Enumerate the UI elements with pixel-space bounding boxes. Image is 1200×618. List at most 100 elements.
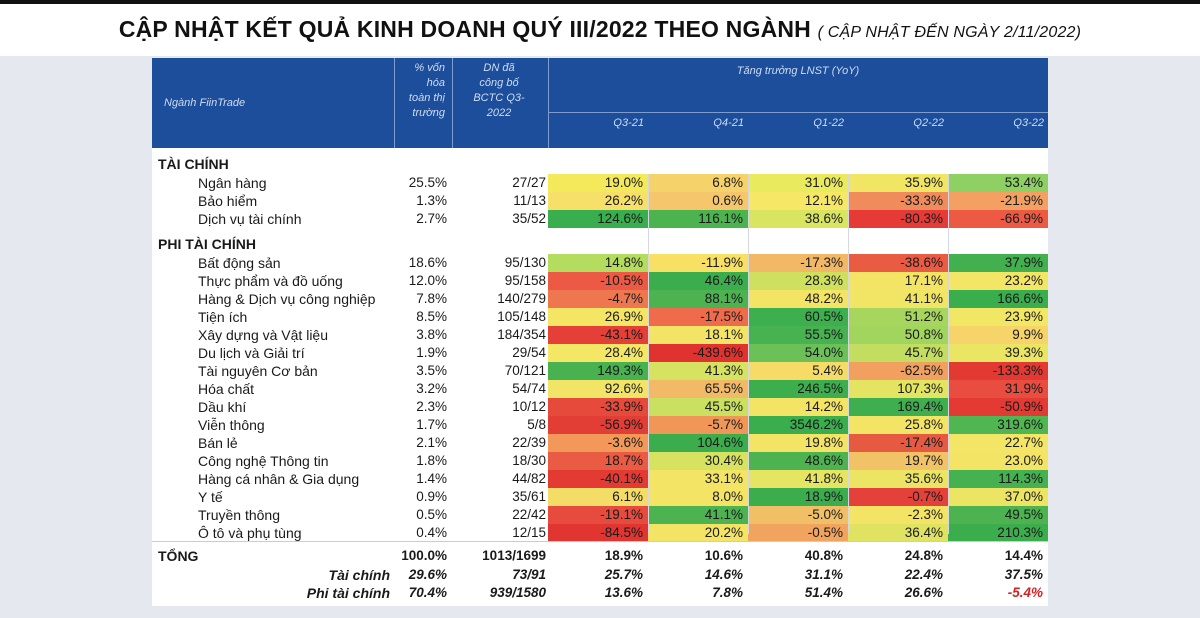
header-reported-line: BCTC Q3- [473,92,525,104]
market-cap-share: 2.1% [416,435,447,450]
growth-cell: -21.9% [948,192,1048,210]
column-divider [848,174,849,534]
reported-count: 35/61 [512,489,546,504]
sector-name: TỔNG [158,548,199,564]
growth-cell: 45.7% [848,344,948,362]
reported-count: 35/52 [512,211,546,226]
growth-cell: 210.3% [948,524,1048,542]
market-cap-share: 25.5% [408,175,447,190]
sector-name: Hóa chất [198,381,255,397]
market-cap-share: 12.0% [408,273,447,288]
growth-cell: -80.3% [848,210,948,228]
growth-cell: 24.8% [904,548,943,563]
sector-name: Phi tài chính [306,585,390,601]
reported-count: 54/74 [512,381,546,396]
growth-cell: 41.1% [848,290,948,308]
market-cap-share: 0.5% [416,507,447,522]
growth-cell: -62.5% [848,362,948,380]
reported-count: 11/13 [513,193,546,208]
table-row: Hàng cá nhân & Gia dụng 1.4% 44/82 -40.1% 33… [152,470,1048,488]
growth-cell: 51.2% [848,308,948,326]
growth-cell: 6.8% [648,174,748,192]
growth-cell: -33.3% [848,192,948,210]
growth-cell: -0.7% [848,488,948,506]
growth-cell: -5.0% [748,506,848,524]
growth-cell: -50.9% [948,398,1048,416]
growth-cell: 22.4% [904,567,943,582]
header-quarter: Q1-22 [813,117,844,129]
market-cap-share: 29.6% [408,567,447,582]
header-divider [452,58,453,148]
header-market-cap: % vốn hóa toàn thị trường [394,61,445,121]
growth-cell: 37.0% [948,488,1048,506]
header-divider [548,58,549,148]
market-cap-share: 3.8% [416,327,447,342]
market-cap-share: 1.7% [416,417,447,432]
growth-cell: 114.3% [948,470,1048,488]
growth-cell: 39.3% [948,344,1048,362]
table-row: Dầu khí 2.3% 10/12 -33.9% 45.5% 14.2% 169.4% -5… [152,398,1048,416]
growth-cell: -33.9% [548,398,648,416]
market-cap-share: 0.4% [416,525,447,540]
growth-cell: 19.7% [848,452,948,470]
growth-cell: 30.4% [648,452,748,470]
header-reported: DN đã công bố BCTC Q3- 2022 [452,61,546,121]
column-divider [948,174,949,534]
results-table: Ngành FiinTrade % vốn hóa toàn thị trườn… [152,58,1048,606]
growth-cell: 14.8% [548,254,648,272]
reported-count: 95/158 [504,273,546,288]
top-rule [0,0,1200,4]
sector-name: Y tế [198,489,223,505]
growth-cell: -43.1% [548,326,648,344]
sector-name: Ô tô và phụ tùng [198,525,302,541]
growth-cell: 0.6% [648,192,748,210]
market-cap-share: 7.8% [416,291,447,306]
growth-cell: -133.3% [948,362,1048,380]
growth-cell: 9.9% [948,326,1048,344]
growth-cell: 18.1% [648,326,748,344]
growth-cell: 7.8% [712,585,743,600]
growth-cell: -38.6% [848,254,948,272]
market-cap-share: 1.8% [416,453,447,468]
reported-count: 939/1580 [489,585,546,600]
growth-cell: 23.2% [948,272,1048,290]
sector-name: Bất động sản [198,255,281,271]
header-market-cap-line: trường [412,107,445,119]
reported-count: 22/42 [512,507,546,522]
growth-cell: 40.8% [804,548,843,563]
growth-cell: 17.1% [848,272,948,290]
reported-count: 18/30 [512,453,546,468]
table-row: Hàng & Dịch vụ công nghiệp 7.8% 140/279 -4.… [152,290,1048,308]
table-row: Thực phẩm và đồ uống 12.0% 95/158 -10.5% 46.… [152,272,1048,290]
growth-cell: 50.8% [848,326,948,344]
growth-cell: 31.9% [948,380,1048,398]
title-main: CẬP NHẬT KẾT QUẢ KINH DOANH QUÝ III/2022… [118,16,811,42]
table-row: Bất động sản 18.6% 95/130 14.8% -11.9% -17.3%… [152,254,1048,272]
sector-name: Bán lẻ [198,435,238,451]
table-row: Du lịch và Giải trí 1.9% 29/54 28.4% -439.6%… [152,344,1048,362]
growth-cell: 25.8% [848,416,948,434]
growth-cell: 14.4% [1004,548,1043,563]
table-row: Tài nguyên Cơ bản 3.5% 70/121 149.3% 41.3% 5.… [152,362,1048,380]
market-cap-share: 8.5% [416,309,447,324]
table-row: TỔNG 100.0% 1013/1699 18.9% 10.6% 40.8% 24.8% 1… [152,547,1048,565]
growth-cell: -17.3% [748,254,848,272]
growth-cell: 3546.2% [748,416,848,434]
header-reported-line: DN đã [483,62,515,74]
growth-cell: 26.2% [548,192,648,210]
reported-count: 44/82 [512,471,546,486]
growth-cell: 41.1% [648,506,748,524]
reported-count: 105/148 [497,309,546,324]
growth-cell: 88.1% [648,290,748,308]
growth-cell: -66.9% [948,210,1048,228]
growth-cell: 65.5% [648,380,748,398]
growth-cell: 5.4% [748,362,848,380]
growth-cell: 246.5% [748,380,848,398]
reported-count: 29/54 [512,345,546,360]
growth-cell: 13.6% [604,585,643,600]
totals-divider [152,541,1048,542]
sector-name: Hàng & Dịch vụ công nghiệp [198,291,376,307]
sector-name: Tài chính [328,567,390,583]
table-header: Ngành FiinTrade % vốn hóa toàn thị trườn… [152,58,1048,148]
reported-count: 12/15 [512,525,546,540]
